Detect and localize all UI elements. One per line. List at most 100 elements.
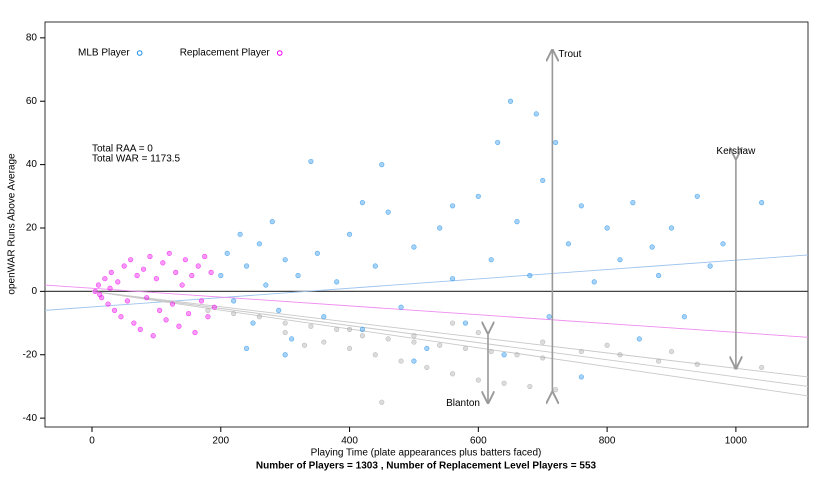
point — [668, 225, 675, 231]
point — [424, 364, 430, 371]
trend-line — [91, 290, 809, 387]
point — [540, 355, 546, 361]
point — [243, 263, 250, 269]
point — [231, 298, 237, 304]
point — [111, 307, 118, 313]
point — [276, 307, 282, 313]
point — [334, 279, 340, 285]
arrow-label: Blanton — [446, 398, 480, 409]
x-axis-label: Playing Time (plate appearances plus bat… — [311, 448, 542, 459]
legend-marker — [276, 50, 283, 56]
legend-label: Replacement Player — [180, 48, 271, 59]
point — [449, 276, 456, 282]
y-tick-label: -40 — [23, 413, 38, 424]
x-tick-label: 200 — [212, 436, 229, 447]
point — [115, 279, 121, 285]
point — [501, 352, 507, 358]
point — [131, 320, 137, 326]
point — [176, 323, 182, 329]
point — [514, 219, 520, 225]
point — [411, 339, 417, 345]
point — [462, 345, 469, 352]
point — [681, 314, 687, 320]
point — [185, 310, 192, 317]
point — [301, 342, 308, 348]
trend-line — [91, 290, 809, 378]
x-tick-label: 400 — [341, 436, 358, 447]
point — [720, 241, 726, 247]
point — [488, 257, 494, 263]
point — [475, 377, 481, 383]
point — [759, 364, 765, 371]
point — [424, 345, 430, 352]
point — [105, 301, 111, 307]
point — [372, 352, 378, 358]
point — [137, 326, 143, 332]
point — [160, 260, 166, 266]
point — [192, 329, 198, 336]
point — [150, 333, 156, 339]
note: Total WAR = 1173.5 — [92, 154, 181, 165]
point — [359, 333, 366, 339]
point — [346, 345, 353, 352]
point — [144, 295, 150, 301]
point — [97, 291, 103, 298]
point — [163, 317, 169, 323]
point — [166, 250, 172, 256]
x-tick-label: 0 — [89, 436, 95, 447]
point — [694, 193, 700, 199]
point — [314, 250, 320, 256]
point — [372, 263, 378, 269]
point — [198, 298, 205, 304]
point — [379, 162, 385, 168]
point — [256, 241, 263, 247]
point — [759, 200, 765, 206]
point — [218, 272, 224, 279]
point — [462, 320, 469, 326]
point — [102, 276, 108, 282]
point — [514, 352, 520, 358]
point — [385, 336, 391, 342]
point — [591, 279, 597, 285]
legend-marker — [136, 50, 143, 56]
point — [92, 288, 98, 294]
point — [157, 307, 163, 313]
point — [449, 320, 456, 326]
y-tick-label: 0 — [31, 286, 37, 297]
point — [630, 200, 636, 206]
point — [169, 301, 176, 307]
point — [211, 304, 217, 310]
point — [565, 241, 572, 247]
x-tick-label: 1000 — [725, 436, 748, 447]
point — [321, 314, 327, 320]
point — [617, 257, 623, 263]
point — [668, 348, 675, 355]
point — [552, 139, 559, 146]
point — [617, 352, 623, 358]
point — [108, 269, 114, 275]
point — [321, 339, 327, 345]
point — [604, 342, 610, 348]
point — [202, 253, 208, 260]
point — [359, 200, 366, 206]
point — [282, 352, 288, 358]
point — [437, 225, 443, 231]
point — [346, 231, 353, 237]
point — [578, 348, 584, 355]
point — [527, 383, 533, 390]
point — [231, 310, 237, 317]
point — [256, 314, 263, 320]
point — [552, 387, 559, 393]
point — [578, 374, 584, 380]
point — [269, 219, 275, 225]
point — [263, 282, 269, 288]
point — [604, 225, 610, 231]
point — [195, 263, 201, 269]
point — [501, 380, 507, 386]
trend-line — [91, 290, 809, 397]
point — [707, 263, 713, 269]
point — [208, 269, 214, 275]
point — [250, 320, 256, 326]
point — [398, 304, 404, 310]
footer: Number of Players = 1303 , Number of Rep… — [256, 461, 597, 472]
